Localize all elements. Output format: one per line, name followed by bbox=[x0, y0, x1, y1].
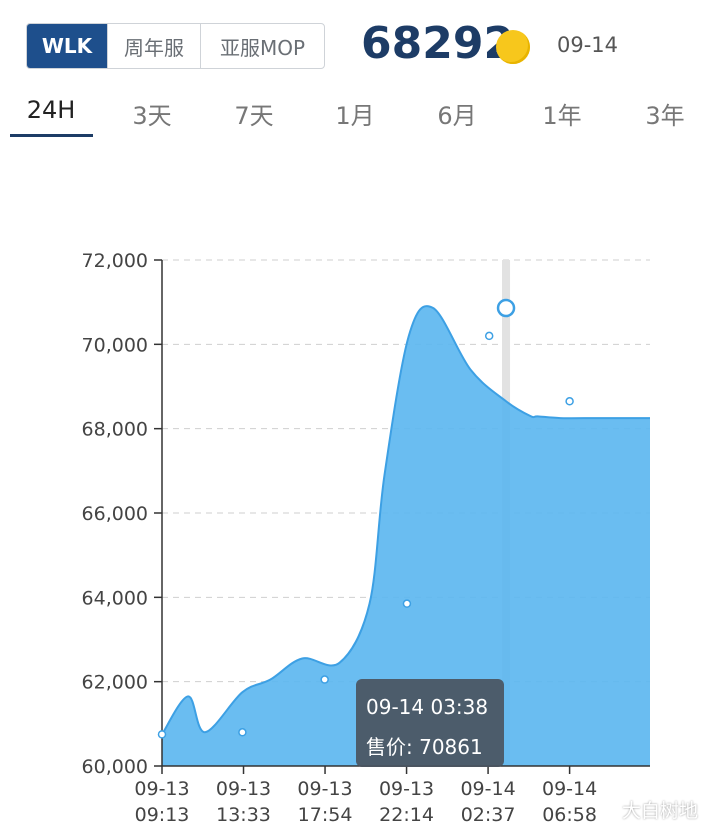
data-point-6 bbox=[565, 397, 574, 406]
y-tick-label-0: 60,000 bbox=[82, 756, 148, 778]
range-tab-7d[interactable]: 7天 bbox=[234, 102, 274, 130]
chart-area-layer bbox=[161, 305, 650, 766]
x-tick-label-time-4: 02:37 bbox=[461, 804, 516, 826]
range-tab-6m[interactable]: 6月 bbox=[437, 102, 477, 130]
x-tick-label-date-2: 09-13 bbox=[297, 778, 352, 800]
x-tick-label-time-5: 06:58 bbox=[542, 804, 597, 826]
y-tick-label-4: 68,000 bbox=[82, 419, 148, 441]
y-tick-label-6: 72,000 bbox=[82, 250, 148, 272]
x-tick-label-time-0: 09:13 bbox=[135, 804, 190, 826]
price-date: 09-14 bbox=[557, 33, 619, 57]
gold-coin-icon bbox=[496, 30, 530, 64]
x-tick-label-date-4: 09-14 bbox=[460, 778, 515, 800]
y-tick-label-1: 62,000 bbox=[82, 672, 148, 694]
data-point-1 bbox=[238, 728, 247, 737]
tooltip-time: 09-14 03:38 bbox=[366, 695, 489, 719]
data-point-3 bbox=[402, 599, 412, 608]
range-tabs: 24H 3天 7天 1月 6月 1年 3年 bbox=[0, 96, 720, 140]
server-tab-asia-mop[interactable]: 亚服MOP bbox=[200, 24, 324, 68]
y-tick-label-5: 70,000 bbox=[82, 334, 148, 356]
chart-tooltip: 09-14 03:38 售价: 70861 bbox=[356, 679, 504, 767]
server-tab-wlk[interactable]: WLK bbox=[27, 24, 107, 68]
current-price: 68292 bbox=[361, 18, 515, 69]
y-tick-label-2: 64,000 bbox=[82, 587, 148, 609]
y-tick-label-3: 66,000 bbox=[82, 503, 148, 525]
x-tick-label-time-2: 17:54 bbox=[298, 804, 353, 826]
chart-axes: 60,000 62,000 64,000 66,000 68,000 70,000 72,0… bbox=[82, 250, 650, 826]
server-tabs: WLK 周年服 亚服MOP bbox=[26, 23, 325, 69]
x-tick-label-time-3: 22:14 bbox=[379, 804, 434, 826]
range-tab-1m[interactable]: 1月 bbox=[335, 102, 375, 130]
data-point-2 bbox=[320, 675, 329, 684]
server-tab-anniversary[interactable]: 周年服 bbox=[107, 24, 200, 68]
range-tab-3d[interactable]: 3天 bbox=[132, 102, 172, 130]
price-line bbox=[161, 305, 650, 735]
price-area bbox=[162, 306, 650, 766]
range-tab-1y[interactable]: 1年 bbox=[542, 102, 582, 130]
x-tick-label-date-1: 09-13 bbox=[216, 778, 271, 800]
range-tab-3y[interactable]: 3年 bbox=[645, 102, 685, 130]
x-tick-label-date-0: 09-13 bbox=[134, 778, 189, 800]
range-tab-underline bbox=[10, 134, 93, 137]
highlight-point bbox=[496, 298, 516, 318]
chart-points bbox=[157, 298, 574, 739]
range-tab-24h[interactable]: 24H bbox=[26, 96, 76, 124]
data-point-4 bbox=[484, 331, 494, 341]
data-point-0 bbox=[157, 730, 167, 739]
tooltip-price: 售价: 70861 bbox=[366, 735, 483, 759]
x-tick-label-time-1: 13:33 bbox=[216, 804, 271, 826]
x-tick-label-date-3: 09-13 bbox=[379, 778, 434, 800]
x-tick-label-date-5: 09-14 bbox=[542, 778, 597, 800]
watermark: 大白树地 bbox=[622, 800, 699, 822]
